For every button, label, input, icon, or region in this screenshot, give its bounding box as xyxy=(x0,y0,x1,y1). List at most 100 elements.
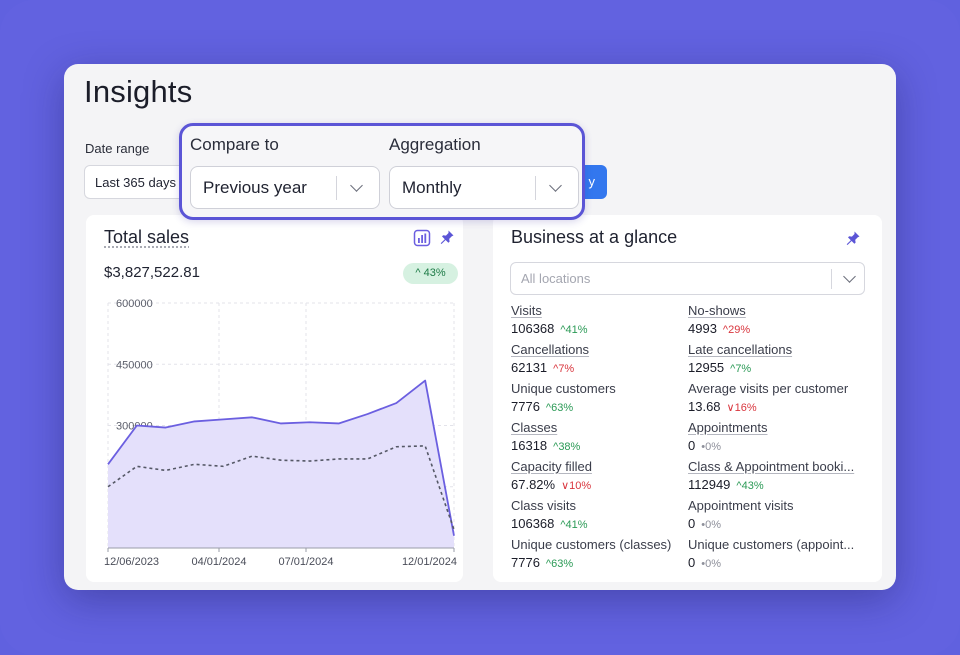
metric-label[interactable]: Appointments xyxy=(688,420,768,435)
chevron-down-icon xyxy=(549,179,562,192)
location-select[interactable]: All locations xyxy=(510,262,865,295)
metric-item: Classes 16318 ^38% xyxy=(511,420,689,453)
y-tick-label: 600000 xyxy=(116,298,153,310)
compare-to-select[interactable]: Previous year xyxy=(190,166,380,209)
metric-value-row: 0 •0% xyxy=(688,438,866,453)
metric-label[interactable]: Class & Appointment booki... xyxy=(688,459,855,474)
metric-change: •0% xyxy=(701,558,721,570)
metric-value-row: 0 •0% xyxy=(688,516,866,531)
metric-value: 106368 xyxy=(511,321,555,336)
metric-item: Class visits 106368 ^41% xyxy=(511,498,689,531)
metric-change: •0% xyxy=(701,441,721,453)
sales-area xyxy=(108,380,454,548)
sales-line xyxy=(107,379,455,536)
metric-value: 106368 xyxy=(511,516,555,531)
metric-item: Appointment visits 0 •0% xyxy=(688,498,866,531)
select-divider xyxy=(336,176,337,200)
metric-change: ^7% xyxy=(730,363,752,375)
metric-label[interactable]: No-shows xyxy=(688,303,746,318)
metric-value-row: 7776 ^63% xyxy=(511,555,689,570)
metric-label[interactable]: Late cancellations xyxy=(688,342,793,357)
metric-value: 62131 xyxy=(511,360,548,375)
metric-value-row: 13.68 ∨16% xyxy=(688,399,866,414)
x-tick-label: 12/06/2023 xyxy=(104,556,159,568)
location-placeholder: All locations xyxy=(521,271,591,286)
metric-value: 13.68 xyxy=(688,399,721,414)
metric-value-row: 7776 ^63% xyxy=(511,399,689,414)
pin-icon[interactable] xyxy=(439,229,455,245)
metric-value: 7776 xyxy=(511,555,540,570)
metric-label: Unique customers (classes) xyxy=(511,537,672,552)
metric-change: ^63% xyxy=(545,402,574,414)
metric-value-row: 4993 ^29% xyxy=(688,321,866,336)
metric-label[interactable]: Cancellations xyxy=(511,342,590,357)
metric-value: 0 xyxy=(688,555,696,570)
metric-value: 0 xyxy=(688,438,696,453)
metric-item: Late cancellations 12955 ^7% xyxy=(688,342,866,375)
select-divider xyxy=(831,269,832,289)
metric-value: 16318 xyxy=(511,438,548,453)
metric-value: 112949 xyxy=(688,477,731,492)
metric-value: 4993 xyxy=(688,321,717,336)
total-sales-amount: $3,827,522.81 xyxy=(104,264,200,281)
metric-label: Class visits xyxy=(511,498,577,513)
metric-value-row: 0 •0% xyxy=(688,555,866,570)
metric-change: ^7% xyxy=(553,363,575,375)
page-title: Insights xyxy=(84,74,193,109)
metric-label[interactable]: Capacity filled xyxy=(511,459,592,474)
metric-item: No-shows 4993 ^29% xyxy=(688,303,866,336)
metric-value: 0 xyxy=(688,516,696,531)
chevron-down-icon xyxy=(843,270,856,283)
date-range-select[interactable]: Last 365 days xyxy=(84,165,194,199)
business-glance-panel: Business at a glance All locations Visit… xyxy=(493,215,882,582)
metric-label[interactable]: Visits xyxy=(511,303,542,318)
y-tick-label: 450000 xyxy=(116,359,153,371)
compare-to-label: Compare to xyxy=(190,135,279,154)
total-sales-title[interactable]: Total sales xyxy=(104,227,190,247)
x-tick-label: 04/01/2024 xyxy=(191,556,246,568)
metric-item: Appointments 0 •0% xyxy=(688,420,866,453)
metric-value-row: 12955 ^7% xyxy=(688,360,866,375)
metric-label: Average visits per customer xyxy=(688,381,849,396)
x-tick-label: 07/01/2024 xyxy=(278,556,333,568)
metric-item: Average visits per customer 13.68 ∨16% xyxy=(688,381,866,414)
metric-change: ^41% xyxy=(560,324,588,336)
metric-label: Unique customers (appoint... xyxy=(688,537,855,552)
select-divider xyxy=(535,176,536,200)
chevron-down-icon xyxy=(350,179,363,192)
metric-label: Appointment visits xyxy=(688,498,794,513)
insights-card: Insights Date range Last 365 days y Tota… xyxy=(64,64,896,590)
business-glance-title: Business at a glance xyxy=(511,227,678,247)
compare-aggregation-highlight: Compare to Aggregation Previous year Mon… xyxy=(179,123,585,220)
aggregation-value: Monthly xyxy=(402,178,462,197)
up-arrow-icon: ^ xyxy=(415,267,424,279)
metric-item: Unique customers (appoint... 0 •0% xyxy=(688,537,866,570)
previous-year-line xyxy=(107,445,455,530)
compare-to-value: Previous year xyxy=(203,178,307,197)
metric-item: Unique customers 7776 ^63% xyxy=(511,381,689,414)
metric-change: •0% xyxy=(701,519,721,531)
total-sales-chart[interactable]: 60000045000030000015000012/06/202304/01/… xyxy=(86,215,463,582)
aggregation-select[interactable]: Monthly xyxy=(389,166,579,209)
pin-icon[interactable] xyxy=(845,230,861,246)
metric-value-row: 112949 ^43% xyxy=(688,477,866,492)
metric-value: 7776 xyxy=(511,399,540,414)
metric-item: Visits 106368 ^41% xyxy=(511,303,689,336)
metric-value-row: 16318 ^38% xyxy=(511,438,689,453)
growth-badge: ^ 43% xyxy=(403,263,458,284)
metric-change: ^43% xyxy=(736,480,764,492)
metric-value-row: 62131 ^7% xyxy=(511,360,689,375)
metric-change: ^41% xyxy=(560,519,588,531)
metric-value: 12955 xyxy=(688,360,725,375)
metric-item: Unique customers (classes) 7776 ^63% xyxy=(511,537,689,570)
metric-item: Cancellations 62131 ^7% xyxy=(511,342,689,375)
aggregation-label: Aggregation xyxy=(389,135,481,154)
date-range-label: Date range xyxy=(85,141,150,156)
metric-item: Capacity filled 67.82% ∨10% xyxy=(511,459,689,492)
bar-chart-icon[interactable] xyxy=(413,229,431,247)
metric-change: ∨10% xyxy=(561,480,592,492)
metric-label[interactable]: Classes xyxy=(511,420,558,435)
x-tick-label: 12/01/2024 xyxy=(402,556,457,568)
metric-value-row: 106368 ^41% xyxy=(511,321,689,336)
metric-item: Class & Appointment booki... 112949 ^43% xyxy=(688,459,866,492)
